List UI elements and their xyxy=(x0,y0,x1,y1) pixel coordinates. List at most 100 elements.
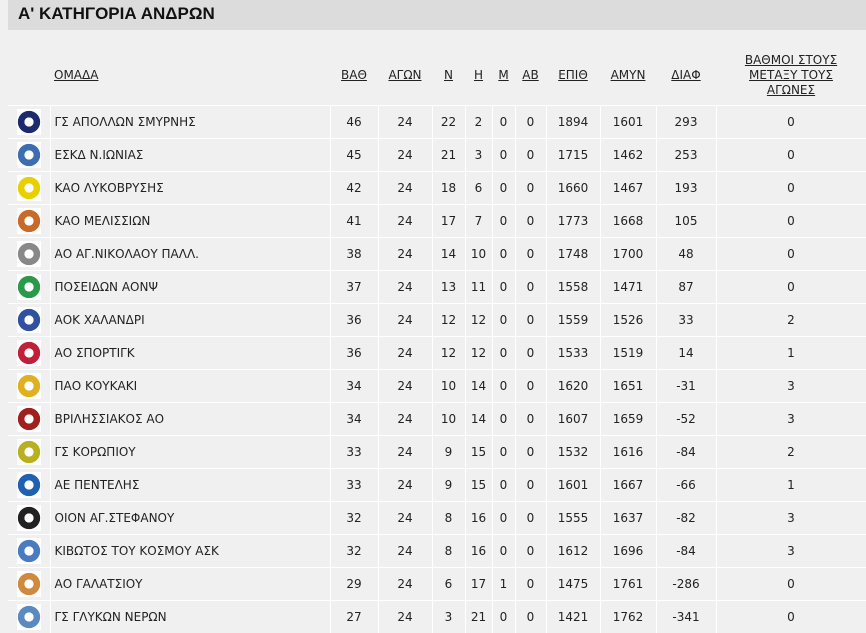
cell-gp: 24 xyxy=(378,402,433,436)
cell-h2h: 3 xyxy=(716,501,866,535)
cell-ab: 0 xyxy=(515,138,547,172)
table-row: ΑΕ ΠΕΝΤΕΛΗΣ 33 24 9 15 0 0 1601 1667 -66 1 xyxy=(8,468,866,502)
sort-pts[interactable]: ΒΑΘ xyxy=(341,68,367,82)
cell-l: 2 xyxy=(465,105,493,139)
cell-m: 0 xyxy=(492,204,516,238)
cell-pts: 33 xyxy=(330,435,379,469)
cell-w: 10 xyxy=(432,369,466,403)
team-logo-icon xyxy=(16,340,41,366)
team-logo-icon xyxy=(16,109,41,135)
sort-ab[interactable]: ΑΒ xyxy=(522,68,539,82)
cell-l: 14 xyxy=(465,402,493,436)
cell-diff: -341 xyxy=(656,600,717,633)
sort-diff[interactable]: ΔΙΑΦ xyxy=(671,68,701,82)
sort-pa[interactable]: ΑΜΥΝ xyxy=(610,68,646,82)
cell-team[interactable]: ΑΟ ΓΑΛΑΤΣΙΟΥ xyxy=(50,567,331,601)
cell-pf: 1612 xyxy=(546,534,601,568)
cell-pts: 36 xyxy=(330,303,379,337)
sort-m[interactable]: Μ xyxy=(498,68,509,82)
cell-h2h: 0 xyxy=(716,171,866,205)
table-row: ΚΑΟ ΜΕΛΙΣΣΙΩΝ 41 24 17 7 0 0 1773 1668 105 0 xyxy=(8,204,866,238)
sort-team[interactable]: ΟΜΑΔΑ xyxy=(54,68,99,82)
table-row: ΚΙΒΩΤΟΣ ΤΟΥ ΚΟΣΜΟΥ ΑΣΚ 32 24 8 16 0 0 1612 1696-… xyxy=(8,534,866,568)
cell-l: 6 xyxy=(465,171,493,205)
cell-w: 9 xyxy=(432,468,466,502)
cell-w: 8 xyxy=(432,501,466,535)
sort-pf[interactable]: ΕΠΙΘ xyxy=(558,68,588,82)
table-row: ΠΑΟ ΚΟΥΚΑΚΙ 34 24 10 14 0 0 1620 1651 -31 3 xyxy=(8,369,866,403)
cell-w: 8 xyxy=(432,534,466,568)
cell-pa: 1601 xyxy=(600,105,657,139)
cell-diff: 33 xyxy=(656,303,717,337)
cell-team[interactable]: ΠΑΟ ΚΟΥΚΑΚΙ xyxy=(50,369,331,403)
cell-pts: 45 xyxy=(330,138,379,172)
cell-ab: 0 xyxy=(515,369,547,403)
cell-pf: 1773 xyxy=(546,204,601,238)
cell-team[interactable]: ΚΑΟ ΜΕΛΙΣΣΙΩΝ xyxy=(50,204,331,238)
cell-team[interactable]: ΓΣ ΚΟΡΩΠΙΟΥ xyxy=(50,435,331,469)
cell-diff: 293 xyxy=(656,105,717,139)
cell-team[interactable]: ΑΟΚ ΧΑΛΑΝΔΡΙ xyxy=(50,303,331,337)
cell-gp: 24 xyxy=(378,600,433,633)
cell-l: 15 xyxy=(465,435,493,469)
cell-gp: 24 xyxy=(378,567,433,601)
cell-pa: 1467 xyxy=(600,171,657,205)
cell-pts: 38 xyxy=(330,237,379,271)
cell-team[interactable]: ΚΑΟ ΛΥΚΟΒΡΥΣΗΣ xyxy=(50,171,331,205)
cell-pa: 1616 xyxy=(600,435,657,469)
sort-l[interactable]: Η xyxy=(473,68,484,82)
table-row: ΒΡΙΛΗΣΣΙΑΚΟΣ ΑΟ 34 24 10 14 0 0 1607 1659 -52 3 xyxy=(8,402,866,436)
cell-team[interactable]: ΒΡΙΛΗΣΣΙΑΚΟΣ ΑΟ xyxy=(50,402,331,436)
sort-h2h[interactable]: ΒΑΘΜΟΙ ΣΤΟΥΣ ΜΕΤΑΞΥ ΤΟΥΣ ΑΓΩΝΕΣ xyxy=(744,52,838,97)
cell-ab: 0 xyxy=(515,600,547,633)
cell-pa: 1471 xyxy=(600,270,657,304)
cell-diff: 253 xyxy=(656,138,717,172)
cell-team[interactable]: ΟΙΟΝ ΑΓ.ΣΤΕΦΑΝΟΥ xyxy=(50,501,331,535)
cell-team[interactable]: ΑΟ ΣΠΟΡΤΙΓΚ xyxy=(50,336,331,370)
cell-pf: 1532 xyxy=(546,435,601,469)
cell-l: 12 xyxy=(465,303,493,337)
cell-ab: 0 xyxy=(515,204,547,238)
team-logo-icon xyxy=(16,406,41,432)
cell-pf: 1559 xyxy=(546,303,601,337)
cell-team[interactable]: ΓΣ ΓΛΥΚΩΝ ΝΕΡΩΝ xyxy=(50,600,331,633)
table-row: ΑΟΚ ΧΑΛΑΝΔΡΙ 36 24 12 12 0 0 1559 1526 33 2 xyxy=(8,303,866,337)
cell-h2h: 0 xyxy=(716,237,866,271)
cell-team[interactable]: ΠΟΣΕΙΔΩΝ ΑΟΝΨ xyxy=(50,270,331,304)
cell-h2h: 0 xyxy=(716,270,866,304)
cell-pf: 1620 xyxy=(546,369,601,403)
cell-gp: 24 xyxy=(378,105,433,139)
cell-l: 14 xyxy=(465,369,493,403)
cell-ab: 0 xyxy=(515,105,547,139)
cell-pf: 1607 xyxy=(546,402,601,436)
cell-pts: 29 xyxy=(330,567,379,601)
cell-pts: 33 xyxy=(330,468,379,502)
cell-diff: -66 xyxy=(656,468,717,502)
cell-ab: 0 xyxy=(515,435,547,469)
cell-h2h: 1 xyxy=(716,468,866,502)
cell-pts: 46 xyxy=(330,105,379,139)
cell-l: 11 xyxy=(465,270,493,304)
sort-gp[interactable]: ΑΓΩΝ xyxy=(388,68,422,82)
sort-w[interactable]: Ν xyxy=(444,68,453,82)
cell-team[interactable]: ΕΣΚΔ Ν.ΙΩΝΙΑΣ xyxy=(50,138,331,172)
cell-team[interactable]: ΚΙΒΩΤΟΣ ΤΟΥ ΚΟΣΜΟΥ ΑΣΚ xyxy=(50,534,331,568)
cell-w: 3 xyxy=(432,600,466,633)
cell-team[interactable]: ΑΟ ΑΓ.ΝΙΚΟΛΑΟΥ ΠΑΛΛ. xyxy=(50,237,331,271)
cell-h2h: 0 xyxy=(716,105,866,139)
cell-ab: 0 xyxy=(515,270,547,304)
cell-w: 22 xyxy=(432,105,466,139)
cell-pf: 1660 xyxy=(546,171,601,205)
cell-pts: 41 xyxy=(330,204,379,238)
cell-team[interactable]: ΑΕ ΠΕΝΤΕΛΗΣ xyxy=(50,468,331,502)
cell-pa: 1762 xyxy=(600,600,657,633)
cell-h2h: 0 xyxy=(716,600,866,633)
team-logo-icon xyxy=(16,142,41,168)
cell-pa: 1667 xyxy=(600,468,657,502)
cell-m: 0 xyxy=(492,600,516,633)
cell-w: 18 xyxy=(432,171,466,205)
cell-w: 12 xyxy=(432,336,466,370)
team-logo-icon xyxy=(16,241,41,267)
cell-team[interactable]: ΓΣ ΑΠΟΛΛΩΝ ΣΜΥΡΝΗΣ xyxy=(50,105,331,139)
cell-gp: 24 xyxy=(378,336,433,370)
